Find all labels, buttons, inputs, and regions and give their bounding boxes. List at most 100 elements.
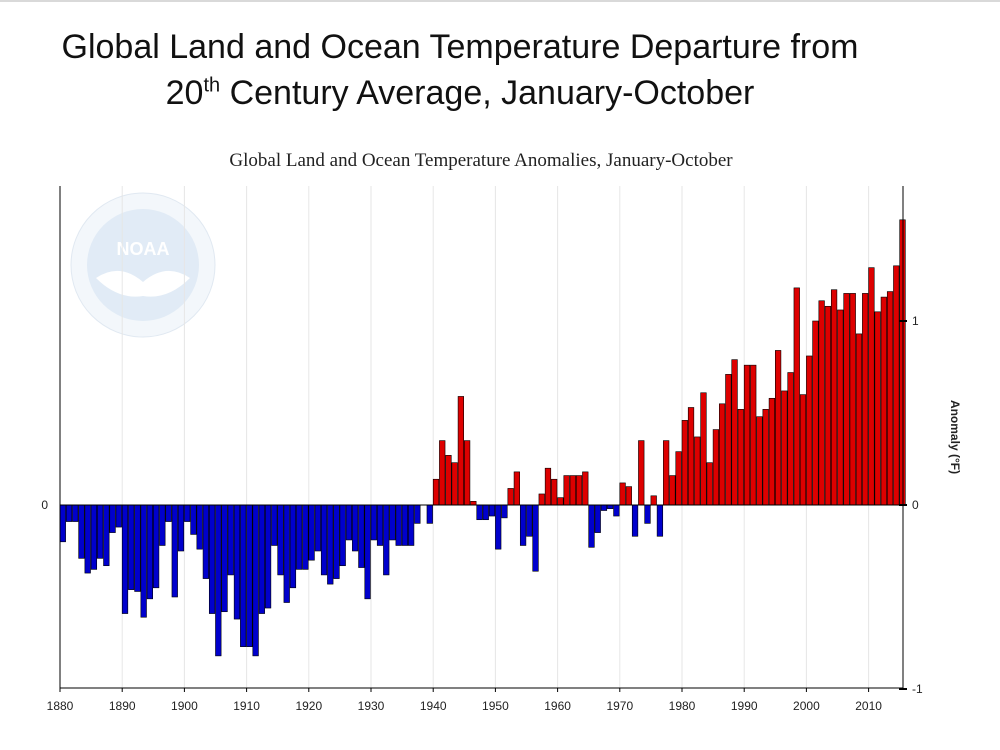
bar-1900: [184, 504, 191, 522]
bar-1947: [476, 504, 483, 521]
bar-1904: [208, 504, 216, 614]
bar-1969: [613, 504, 620, 517]
bar-1971: [625, 486, 632, 506]
bar-1881: [65, 504, 73, 522]
bar-1882: [72, 504, 79, 522]
bar-1912: [258, 504, 265, 614]
bar-1964: [582, 471, 589, 506]
top-rule: [0, 0, 1000, 2]
bar-1936: [408, 504, 415, 546]
bar-1901: [190, 504, 197, 535]
bar-1940: [432, 478, 440, 506]
bar-1942: [445, 455, 452, 506]
chart-title: Global Land and Ocean Temperature Anomal…: [229, 150, 733, 171]
bar-2009: [862, 293, 869, 506]
bar-1977: [663, 440, 670, 506]
bar-1990: [743, 364, 751, 506]
bar-1989: [737, 409, 744, 506]
bar-1937: [414, 504, 421, 524]
bar-1933: [389, 504, 396, 541]
x-tick-label-1900: 1900: [171, 699, 198, 713]
bar-1921: [314, 504, 321, 552]
bar-1916: [283, 504, 290, 603]
bar-1993: [762, 409, 769, 506]
x-tick-label-1990: 1990: [731, 699, 758, 713]
bar-1885: [90, 504, 98, 570]
bar-1960: [557, 497, 564, 506]
bar-1967: [600, 504, 608, 511]
bar-1953: [513, 471, 520, 506]
noaa-logo-text: NOAA: [117, 239, 170, 259]
x-tick-label-1970: 1970: [606, 699, 633, 713]
y-axis-label: Anomaly (°F): [948, 400, 962, 474]
bar-1905: [215, 504, 222, 657]
bar-1954: [519, 504, 527, 546]
noaa-logo: NOAA: [70, 192, 216, 338]
bar-1926: [345, 504, 353, 541]
bar-1929: [364, 504, 371, 600]
right-y-tick--1: -1: [912, 682, 923, 696]
bar-1981: [687, 407, 695, 506]
bar-1996: [781, 390, 788, 506]
bar-1909: [240, 504, 247, 647]
bar-1935: [401, 504, 409, 546]
bar-1979: [675, 451, 682, 506]
bar-1893: [140, 504, 147, 618]
x-tick-label-1910: 1910: [233, 699, 260, 713]
y-ticks: 0 1 0 -1: [41, 314, 923, 696]
bar-1982: [694, 436, 701, 506]
x-tick-label-1930: 1930: [358, 699, 385, 713]
bar-1970: [619, 482, 626, 506]
bar-1911: [252, 504, 259, 657]
bar-1948: [482, 504, 489, 521]
bar-1902: [196, 504, 203, 550]
bar-1932: [383, 504, 390, 576]
left-y-tick-0: 0: [41, 498, 48, 512]
x-tick-label-2000: 2000: [793, 699, 820, 713]
bar-2008: [855, 333, 863, 506]
bar-1887: [103, 504, 110, 567]
bar-2006: [843, 293, 850, 506]
bar-1918: [296, 504, 303, 570]
bar-1965: [588, 504, 595, 548]
bar-1998: [793, 287, 800, 506]
bar-1951: [501, 504, 508, 519]
bar-1913: [264, 504, 272, 609]
bar-2001: [812, 320, 819, 506]
bar-1903: [202, 504, 209, 579]
bar-1939: [426, 504, 433, 524]
bar-1973: [638, 440, 645, 506]
bar-2004: [830, 289, 838, 506]
noaa-logo-disc: [87, 209, 199, 321]
bar-1972: [631, 504, 639, 537]
bar-1987: [725, 374, 732, 506]
bar-1908: [233, 504, 241, 620]
bar-1899: [177, 504, 185, 552]
bar-1891: [128, 504, 135, 590]
bar-1955: [526, 504, 533, 537]
bar-1910: [246, 504, 253, 647]
bar-1983: [700, 392, 707, 506]
axes: [59, 186, 904, 689]
x-tick-label-1940: 1940: [420, 699, 447, 713]
x-ticks: 1880 1890 1900 1910 1920 1930 1940 1950 1960 1970…: [47, 688, 882, 713]
bar-1917: [289, 504, 297, 589]
bar-1880: [59, 504, 66, 543]
bar-1946: [470, 501, 477, 506]
bar-1943: [451, 462, 458, 506]
bar-1995: [774, 350, 782, 506]
bar-2010: [868, 267, 875, 506]
bar-2012: [880, 296, 887, 506]
bar-1927: [352, 504, 359, 552]
x-tick-label-1950: 1950: [482, 699, 509, 713]
bar-1884: [84, 504, 91, 574]
bar-1997: [787, 372, 794, 506]
slide-title-line2-sup: th: [203, 74, 221, 97]
bar-1976: [656, 504, 664, 537]
bar-1924: [333, 504, 340, 579]
bar-1886: [97, 504, 104, 559]
bar-1898: [171, 504, 178, 598]
bar-2007: [849, 293, 856, 506]
bar-1894: [146, 504, 154, 600]
